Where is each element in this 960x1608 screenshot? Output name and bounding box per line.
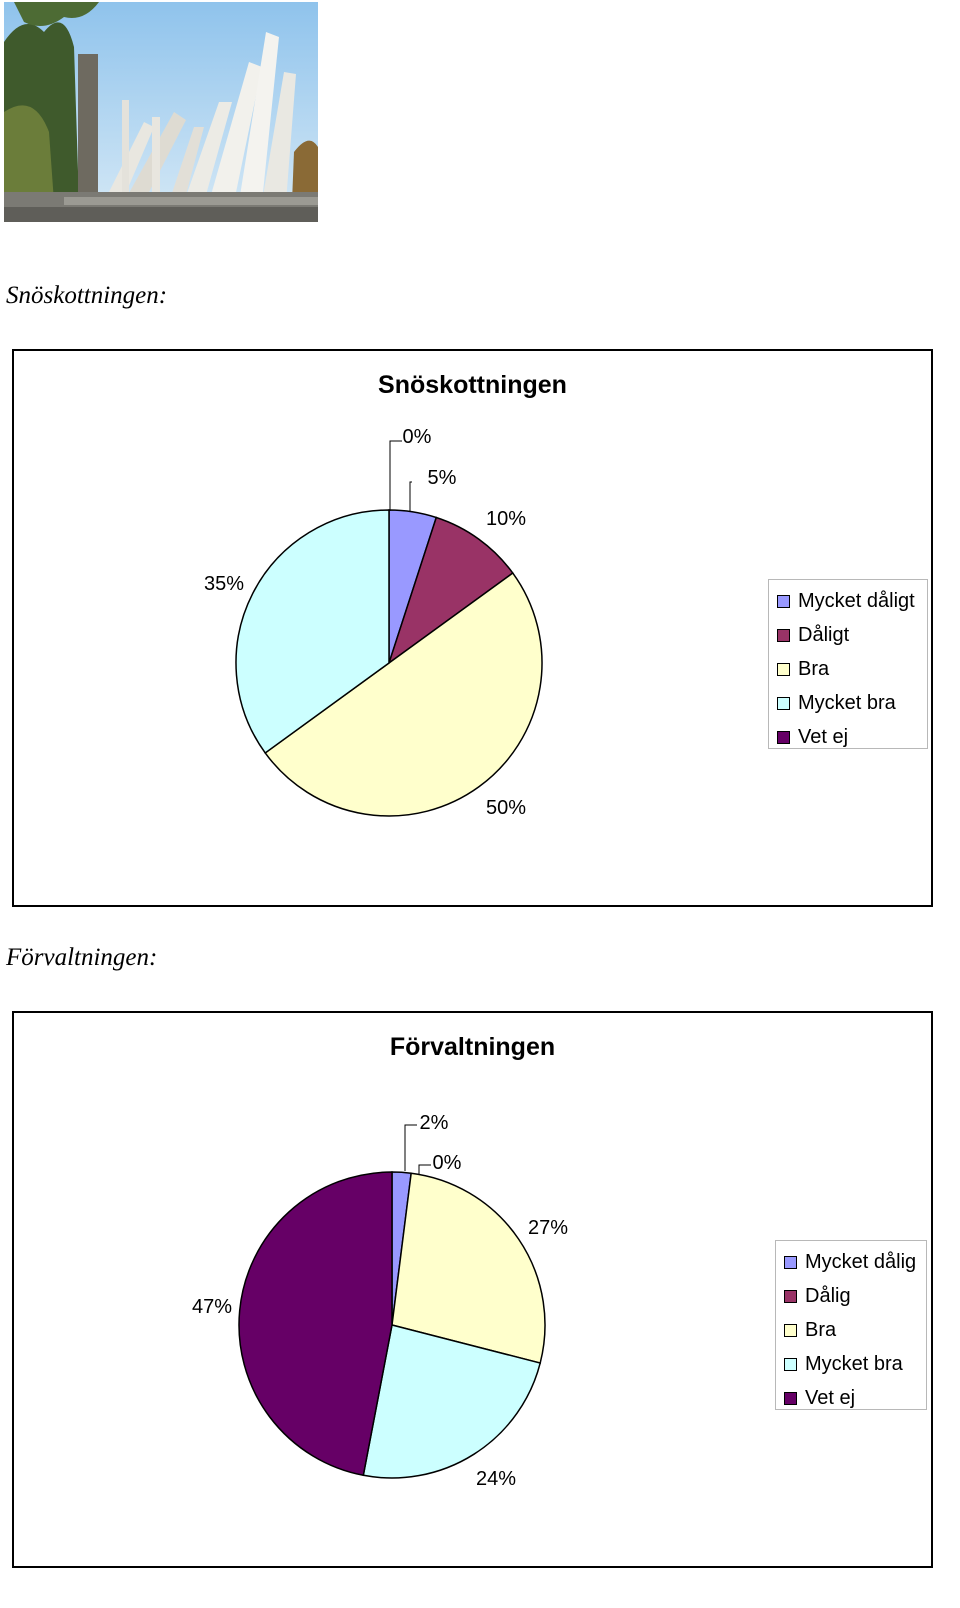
leader-line [409, 481, 412, 511]
data-label: 50% [486, 797, 526, 819]
legend-swatch [777, 730, 790, 744]
data-label: 27% [528, 1217, 568, 1239]
legend-item: Bra [769, 652, 927, 686]
legend-item: Bra [776, 1313, 926, 1347]
pie-slice-2 [387, 516, 514, 665]
legend-swatch [784, 1323, 797, 1337]
legend-item: Dålig [776, 1279, 926, 1313]
chart-title: Förvaltningen [389, 1033, 556, 1061]
chart-forvaltningen: Förvaltningen 2% 0% 27% 24% 47% Mycket dålig… [12, 1011, 933, 1568]
legend-item: Mycket bra [776, 1347, 926, 1381]
legend-label: Mycket dåligt [798, 589, 915, 612]
legend-label: Mycket bra [805, 1352, 903, 1375]
data-label: 2% [420, 1112, 449, 1134]
legend-label: Bra [805, 1318, 837, 1341]
leader-line [404, 1124, 417, 1171]
pie-chart-snoskottningen: 5% 10% 50% 35% 0% [204, 426, 543, 819]
legend-swatch [777, 594, 790, 608]
data-label: 0% [433, 1152, 462, 1174]
legend-swatch [777, 662, 790, 676]
section-heading-snoskottningen: Snöskottningen: [6, 282, 168, 309]
legend-label: Vet ej [805, 1386, 856, 1409]
leader-line [418, 1164, 431, 1175]
monument-photo [4, 2, 318, 222]
legend-item: Dåligt [769, 618, 927, 652]
chart-snoskottningen: Snöskottningen 5% 10% 50% 35% 0% Mycket dåli… [12, 349, 933, 907]
legend: Mycket dålig Dålig Bra Mycket bra Vet ej [775, 1240, 927, 1410]
chart-title: Snöskottningen [378, 371, 567, 399]
section-heading-forvaltningen: Förvaltningen: [6, 944, 158, 971]
data-label: 0% [403, 426, 432, 448]
legend-swatch [784, 1357, 797, 1371]
data-label: 5% [428, 467, 457, 489]
pie-slice-3 [264, 572, 543, 817]
legend-label: Mycket dålig [805, 1250, 917, 1273]
legend-swatch [784, 1391, 797, 1405]
data-label: 24% [476, 1468, 516, 1490]
data-label: 47% [192, 1296, 232, 1318]
data-label: 10% [486, 508, 526, 530]
legend-label: Bra [798, 657, 830, 680]
legend-item: Mycket dålig [776, 1245, 926, 1279]
pie-chart-forvaltningen: 2% 0% 27% 24% 47% [192, 1112, 568, 1490]
legend-label: Dåligt [798, 623, 850, 646]
legend: Mycket dåligt Dåligt Bra Mycket bra Vet … [768, 579, 928, 749]
legend-swatch [784, 1255, 797, 1269]
pie-slice-4 [362, 1324, 542, 1479]
pie-slice-5 [238, 1171, 393, 1477]
legend-swatch [777, 628, 790, 642]
legend-item: Vet ej [776, 1381, 926, 1415]
legend-item: Mycket bra [769, 686, 927, 720]
leader-line [389, 440, 402, 511]
legend-swatch [784, 1289, 797, 1303]
legend-label: Dålig [805, 1284, 851, 1307]
legend-item: Mycket dåligt [769, 584, 927, 618]
pie-slice-4 [235, 509, 390, 754]
legend-label: Vet ej [798, 725, 849, 748]
legend-swatch [777, 696, 790, 710]
data-label: 35% [204, 573, 244, 595]
legend-item: Vet ej [769, 720, 927, 754]
pie-slice-3 [391, 1172, 546, 1364]
legend-label: Mycket bra [798, 691, 896, 714]
